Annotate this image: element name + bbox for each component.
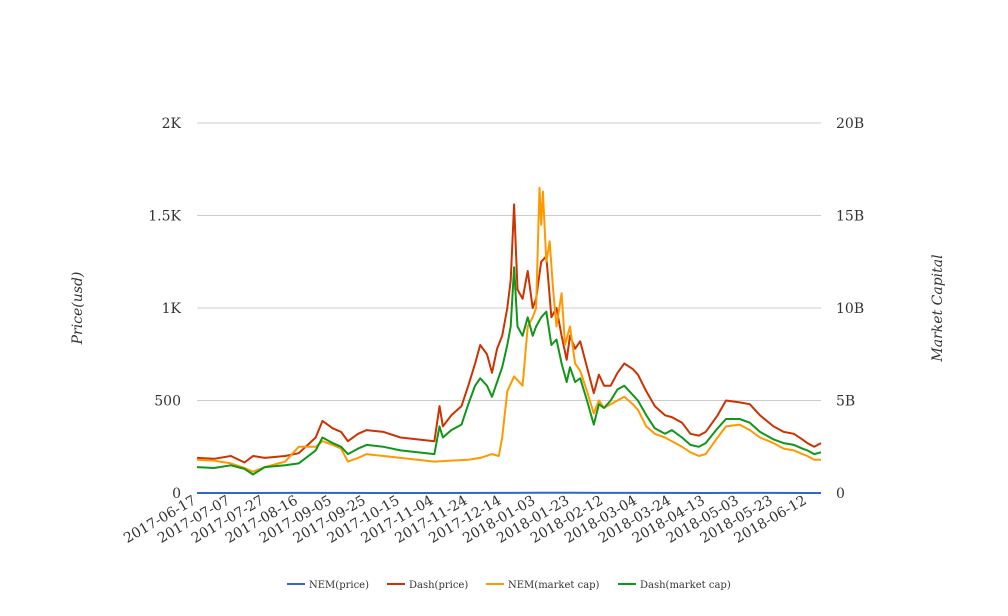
legend-label-3: NEM(market cap): [508, 580, 600, 591]
right-tick-label: 5B: [836, 394, 855, 410]
right-axis-title: Market Capital: [930, 254, 946, 362]
left-tick-label: 2K: [162, 116, 182, 132]
right-y-axis: 0 5B 10B 15B 20B: [836, 116, 864, 502]
right-tick-label: 0: [836, 486, 845, 502]
left-tick-label: 1.5K: [148, 209, 181, 225]
legend-label-4: Dash(market cap): [640, 580, 731, 591]
left-tick-label: 500: [154, 394, 181, 410]
legend-label-2: Dash(price): [409, 580, 468, 591]
series-line-4: [196, 266, 822, 476]
legend[interactable]: NEM(price) Dash(price) NEM(market cap) Dash…: [287, 580, 731, 591]
series-line-3: [196, 186, 821, 473]
gridlines: [197, 122, 821, 494]
left-tick-label: 0: [172, 486, 181, 502]
right-tick-label: 15B: [836, 209, 864, 225]
series-line-2: [196, 203, 822, 464]
left-axis-title: Price(usd): [70, 272, 86, 346]
x-axis: 2017-06-172017-07-072017-07-272017-08-16…: [121, 493, 809, 547]
left-tick-label: 1K: [162, 301, 182, 317]
legend-label-1: NEM(price): [309, 580, 369, 591]
series-lines: [196, 186, 822, 494]
right-tick-label: 20B: [836, 116, 864, 132]
left-y-axis: 0 500 1K 1.5K 2K: [148, 116, 181, 502]
right-tick-label: 10B: [836, 301, 864, 317]
